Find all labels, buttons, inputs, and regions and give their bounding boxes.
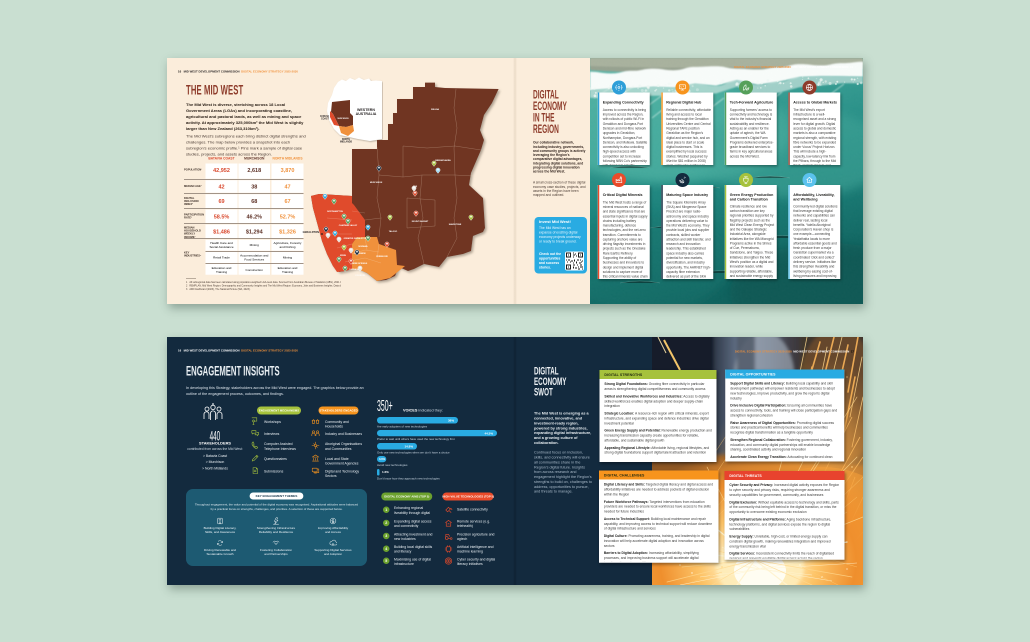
svg-text:IRWIN: IRWIN (340, 255, 346, 257)
svg-text:AUSTRALIA: AUSTRALIA (356, 112, 377, 116)
svg-text:MURCHISON: MURCHISON (337, 118, 349, 120)
svg-text:MORAWA: MORAWA (358, 245, 368, 248)
svg-text:CARNAMAH: CARNAMAH (349, 268, 361, 271)
svg-text:MINGENEW: MINGENEW (354, 253, 365, 255)
svg-text:WESTERN: WESTERN (357, 108, 375, 112)
svg-text:COOROW: COOROW (355, 275, 365, 277)
svg-text:MURCHISON: MURCHISON (370, 182, 383, 184)
svg-text:COAST: COAST (321, 118, 330, 121)
svg-text:BATAVIA: BATAVIA (320, 115, 329, 118)
svg-text:CHAPMAN VALLEY: CHAPMAN VALLEY (339, 224, 358, 227)
svg-text:GREATER GERALDTON: GREATER GERALDTON (344, 237, 367, 240)
svg-text:NORTH: NORTH (342, 139, 351, 141)
svg-text:SANDSTONE: SANDSTONE (449, 223, 462, 226)
svg-text:WILUNA: WILUNA (431, 108, 440, 111)
svg-text:PERENJORI: PERENJORI (376, 256, 388, 258)
svg-text:GERALDTON: GERALDTON (303, 230, 320, 234)
svg-text:MIDLANDS: MIDLANDS (340, 141, 353, 144)
svg-text:MEEKATHARRA: MEEKATHARRA (435, 159, 451, 162)
svg-text:YALGOO: YALGOO (389, 230, 398, 233)
svg-text:NORTHAMPTON: NORTHAMPTON (327, 210, 343, 213)
svg-text:MOUNT MAGNET: MOUNT MAGNET (412, 220, 429, 223)
svg-text:THREE SPRINGS: THREE SPRINGS (351, 263, 368, 265)
